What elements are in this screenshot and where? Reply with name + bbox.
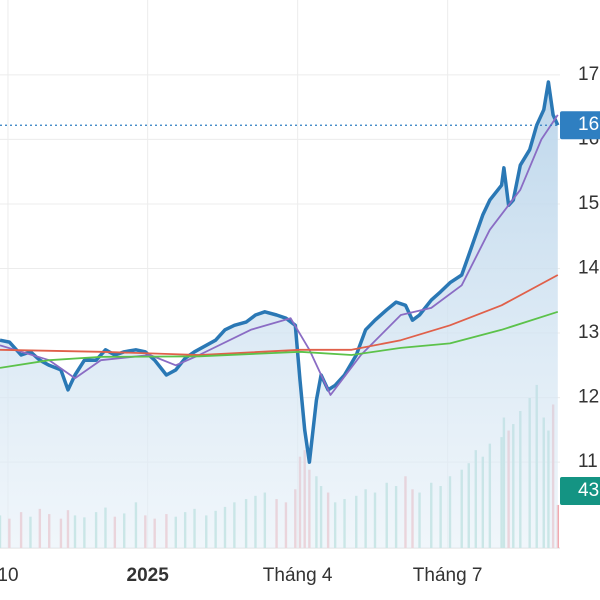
price-badge bbox=[560, 111, 600, 140]
x-tick-label: Tháng 7 bbox=[413, 565, 483, 586]
x-tick-label: 2025 bbox=[127, 565, 170, 586]
volume-badge-label: 43 bbox=[578, 480, 599, 501]
y-tick-label: 14 bbox=[578, 258, 600, 279]
plot bbox=[0, 80, 560, 548]
x-tick-label: Tháng 4 bbox=[263, 565, 333, 586]
y-tick-label: 11 bbox=[578, 451, 598, 472]
y-tick-label: 13 bbox=[578, 322, 599, 343]
y-tick-label: 15 bbox=[578, 193, 599, 214]
moving-average-line bbox=[0, 310, 559, 369]
price-badge-label: 16 bbox=[578, 114, 599, 135]
y-tick-label: 12 bbox=[578, 387, 599, 408]
price-area bbox=[0, 82, 558, 548]
volume-bar bbox=[556, 504, 560, 548]
volume-badge bbox=[560, 476, 600, 505]
y-tick-label: 17 bbox=[578, 64, 599, 85]
x-tick-label: 10 bbox=[0, 565, 19, 586]
moving-average-line bbox=[0, 274, 559, 356]
